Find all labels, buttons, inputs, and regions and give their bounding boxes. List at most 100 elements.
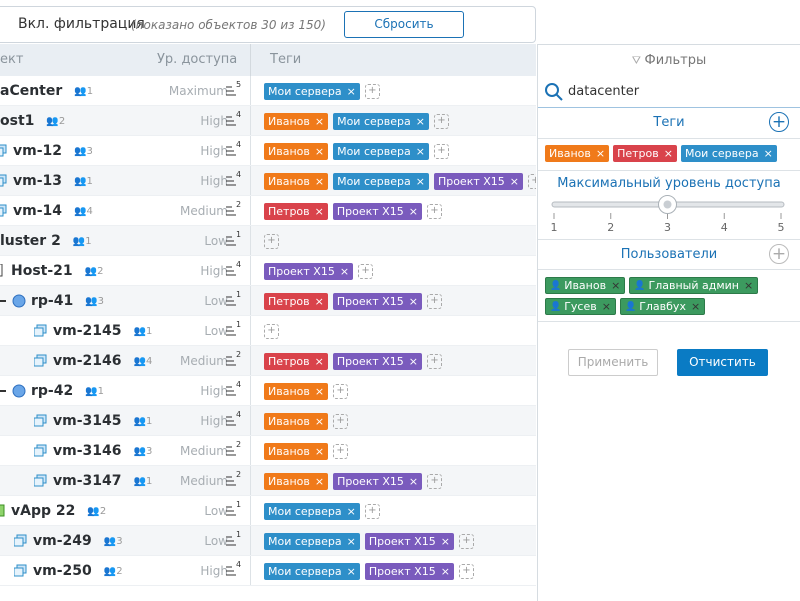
tag[interactable]: Проект X15 × [332,352,422,370]
level-slider[interactable]: 1 2 3 4 5 [538,193,800,238]
tag-remove[interactable]: × [415,174,425,188]
add-tag[interactable]: + [528,173,536,189]
add-tag[interactable]: + [333,383,349,399]
tag[interactable]: Петров × [264,352,328,370]
add-tag[interactable]: + [333,413,349,429]
tag-remove[interactable]: × [440,564,450,578]
tag-remove[interactable]: × [314,294,324,308]
tag[interactable]: Иванов × [264,412,329,430]
tag-remove[interactable]: × [408,294,418,308]
table-row[interactable]: rp-42 👥1 High 4 Иванов × + [0,376,536,406]
tag[interactable]: Иванов × [264,382,329,400]
tag-remove[interactable]: × [408,474,419,488]
add-tag[interactable]: + [426,203,442,219]
tag[interactable]: Мои сервера × [333,112,429,130]
tag-remove[interactable]: × [314,204,324,218]
tag-remove[interactable]: × [339,264,350,278]
tag-remove[interactable]: × [346,534,356,548]
tag[interactable]: Мои сервера × [333,172,429,190]
table-row[interactable]: vm-250 👥2 High 4 Мои сервера × Проект X15 × + [0,556,536,586]
tag[interactable]: Мои сервера × [264,82,360,100]
tag-remove[interactable]: × [763,147,773,160]
reset-button[interactable]: Сбросить фильтры [344,11,464,56]
tag[interactable]: Мои сервера × [264,532,360,550]
add-tag[interactable]: + [426,293,442,309]
tag-remove[interactable]: × [415,114,425,128]
tag-remove[interactable]: × [314,114,325,128]
table-row[interactable]: aCenter 👥1 Maximum 5 Мои сервера × + [0,76,536,106]
tag[interactable]: Мои сервера × [264,562,360,580]
tag-remove[interactable]: × [314,474,325,488]
tag[interactable]: Проект X15 × [332,292,422,310]
tag[interactable]: Иванов × [264,142,329,160]
table-row[interactable]: luster 2 👥1 Low 1 + [0,226,536,256]
tag-remove[interactable]: × [744,279,754,292]
add-tag[interactable]: + [364,503,380,519]
tag-remove[interactable]: × [314,174,325,188]
add-tag[interactable]: + [458,563,474,579]
tag[interactable]: Петров × [264,292,328,310]
tag-remove[interactable]: × [440,534,450,548]
tag-remove[interactable]: × [346,504,356,518]
tag[interactable]: Иванов × [264,442,329,460]
add-tag[interactable]: + [458,533,474,549]
add-tag[interactable]: + [358,263,374,279]
tag[interactable]: Петров × [613,145,677,162]
tag[interactable]: Иванов × [264,472,329,490]
table-row[interactable]: vm-3147 👥1 Medium 2 Иванов × Проект X15 × + [0,466,536,496]
tag[interactable]: Проект X15 × [433,172,523,190]
add-tag[interactable]: + [333,443,349,459]
tag[interactable]: Иванов × [264,172,329,190]
apply-button[interactable]: Применить [568,349,658,376]
tag-remove[interactable]: × [611,279,621,292]
tag-remove[interactable]: × [346,564,356,578]
table-row[interactable]: Host-21 👥2 High 4 Проект X15 × + [0,256,536,286]
table-row[interactable]: vm-249 👥3 Low 1 Мои сервера × Проект X15 × + [0,526,536,556]
tag-remove[interactable]: × [314,144,325,158]
tag-remove[interactable]: × [314,414,325,428]
table-row[interactable]: vm-2145 👥1 Low 1 + [0,316,536,346]
tag-remove[interactable]: × [509,174,519,188]
table-row[interactable]: vm-2146 👥4 Medium 2 Петров × Проект X15 × + [0,346,536,376]
add-tag[interactable]: + [769,112,789,132]
tag[interactable]: Иванов × [545,145,610,162]
tag-remove[interactable]: × [415,144,425,158]
add-tag[interactable]: + [433,113,449,129]
tag-remove[interactable]: × [346,84,356,98]
tag-remove[interactable]: × [601,300,611,313]
tag-remove[interactable]: × [408,354,418,368]
user-tag[interactable]: 👤 Иванов × [545,277,626,294]
table-row[interactable]: vm-3146 👥3 Medium 2 Иванов × + [0,436,536,466]
add-tag[interactable]: + [264,323,279,339]
add-user[interactable]: + [769,244,789,264]
add-tag[interactable]: + [433,143,449,159]
user-tag[interactable]: 👤 Главбух × [619,298,706,315]
table-row[interactable]: vm-14 👥4 Medium 2 Петров × Проект X15 × + [0,196,536,226]
tag[interactable]: Мои сервера × [264,502,360,520]
add-tag[interactable]: + [426,353,442,369]
tag-remove[interactable]: × [690,300,701,313]
tag[interactable]: Проект X15 × [364,562,454,580]
clear-button[interactable]: Отчистить [677,349,768,376]
tag[interactable]: Проект X15 × [364,532,454,550]
user-tag[interactable]: 👤 Главный админ × [629,277,759,294]
tag-remove[interactable]: × [314,354,324,368]
user-tag[interactable]: 👤 Гусев × [545,298,616,315]
table-row[interactable]: vm-3145 👥1 High 4 Иванов × + [0,406,536,436]
add-tag[interactable]: + [264,233,279,249]
tag-remove[interactable]: × [408,204,418,218]
table-row[interactable]: vApp 22 👥2 Low 1 Мои сервера × + [0,496,536,526]
table-row[interactable]: ost1 👥2 High 4 Иванов × Мои сервера × + [0,106,536,136]
search-input[interactable]: datacenter [568,84,640,99]
tag[interactable]: Проект X15 × [332,202,422,220]
add-tag[interactable]: + [364,83,380,99]
tag[interactable]: Мои сервера × [680,145,777,162]
tag[interactable]: Проект X15 × [333,472,423,490]
table-row[interactable]: vm-12 👥3 High 4 Иванов × Мои сервера × + [0,136,536,166]
add-tag[interactable]: + [427,473,443,489]
tag-remove[interactable]: × [314,444,325,458]
tag[interactable]: Петров × [264,202,328,220]
table-row[interactable]: rp-41 👥3 Low 1 Петров × Проект X15 × + [0,286,536,316]
tag-remove[interactable]: × [663,147,673,160]
tag[interactable]: Мои сервера × [333,142,429,160]
